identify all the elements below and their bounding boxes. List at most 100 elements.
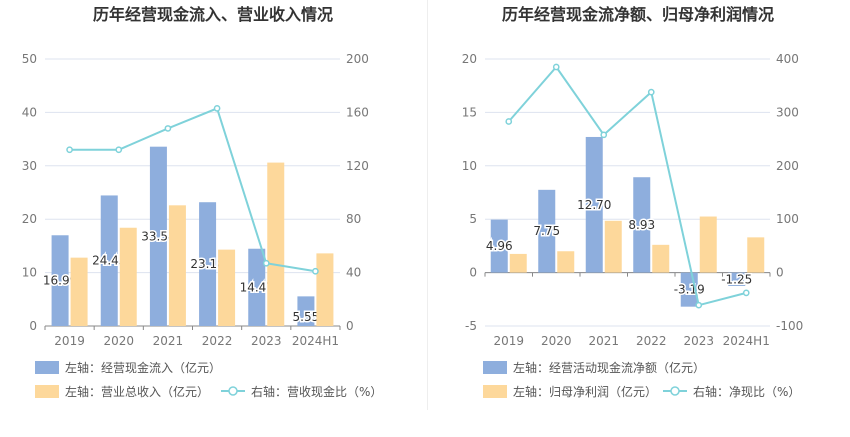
chart-title: 历年经营现金流净额、归母净利润情况 xyxy=(502,5,774,24)
legend-label: 左轴：归母净利润（亿元） xyxy=(513,384,657,399)
y-right-tick-label: 160 xyxy=(346,105,369,119)
panel-divider xyxy=(427,0,428,410)
chart-panel-2: 历年经营现金流净额、归母净利润情况 -5 -100 0 0 5 100 10 200 15 300 2… xyxy=(462,5,804,399)
y-left-tick-label: 50 xyxy=(22,52,37,66)
legend-swatch-bar-secondary xyxy=(35,385,59,398)
legend-label: 左轴：经营活动现金流净额（亿元） xyxy=(513,360,705,375)
y-right-tick-label: 400 xyxy=(776,52,799,66)
legend-swatch-bar-primary xyxy=(483,361,507,374)
x-tick-label: 2022 xyxy=(636,334,667,348)
y-right-tick-label: 100 xyxy=(776,212,799,226)
bar-primary xyxy=(248,248,266,326)
line-point xyxy=(600,131,608,139)
line-point xyxy=(742,289,750,297)
y-left-tick-label: -5 xyxy=(465,319,477,333)
bar-primary xyxy=(297,296,315,326)
line-point xyxy=(115,146,123,154)
bar-data-label: 4.96 xyxy=(486,239,513,253)
line-point xyxy=(164,125,172,132)
bar-primary xyxy=(633,177,651,273)
y-right-tick-label: 120 xyxy=(346,159,369,173)
y-left-tick-label: 0 xyxy=(29,319,37,333)
bar-secondary xyxy=(652,244,670,273)
bar-secondary xyxy=(70,257,88,326)
bar-secondary xyxy=(557,251,575,273)
y-right-tick-label: 300 xyxy=(776,105,799,119)
x-tick-label: 2022 xyxy=(202,334,233,348)
line-series xyxy=(507,65,747,307)
bar-data-label: 5.55 xyxy=(293,310,320,324)
y-left-tick-label: 10 xyxy=(22,266,37,280)
y-left-tick-label: 30 xyxy=(22,159,37,173)
line-point xyxy=(695,301,703,309)
bar-secondary xyxy=(509,253,527,273)
bar-secondary xyxy=(267,162,285,326)
y-left-tick-label: 15 xyxy=(462,105,477,119)
legend-swatch-line-marker xyxy=(228,386,238,396)
bar-secondary xyxy=(119,227,137,326)
y-right-tick-label: -100 xyxy=(776,319,803,333)
legend: 左轴：经营现金流入（亿元） 左轴：营业总收入（亿元） 右轴：营收现金比（%） xyxy=(35,360,382,399)
line-series xyxy=(69,107,316,273)
y-left-tick-label: 10 xyxy=(462,159,477,173)
bar-primary xyxy=(199,202,217,326)
bar-secondary xyxy=(699,216,717,273)
legend-swatch-bar-secondary xyxy=(483,385,507,398)
bar-data-label: 8.93 xyxy=(628,218,655,232)
x-tick-label: 2021 xyxy=(153,334,184,348)
bar-secondary xyxy=(747,237,765,273)
y-right-tick-label: 80 xyxy=(346,212,361,226)
bar-data-label: 12.70 xyxy=(577,198,611,212)
legend-label: 右轴：净现比（%） xyxy=(693,384,800,399)
y-left-tick-label: 40 xyxy=(22,105,37,119)
bar-data-label: -3.19 xyxy=(674,283,705,297)
line-point xyxy=(213,105,221,112)
bar-primary xyxy=(585,136,603,273)
y-right-tick-label: 40 xyxy=(346,266,361,280)
bar-secondary xyxy=(168,205,186,326)
bar-data-label: 33.58 xyxy=(141,229,175,243)
legend: 左轴：经营活动现金流净额（亿元） 左轴：归母净利润（亿元） 右轴：净现比（%） xyxy=(483,360,800,399)
y-left-tick-label: 20 xyxy=(462,52,477,66)
x-tick-label: 2020 xyxy=(103,334,134,348)
line-point xyxy=(66,146,73,154)
x-tick-label: 2023 xyxy=(251,334,282,348)
y-right-tick-label: 0 xyxy=(776,266,784,280)
bar-secondary xyxy=(218,249,236,326)
bar-primary xyxy=(490,219,508,273)
legend-label: 左轴：营业总收入（亿元） xyxy=(65,384,209,399)
bar-primary xyxy=(51,235,69,326)
x-tick-label: 2024H1 xyxy=(292,334,339,348)
legend-label: 右轴：营收现金比（%） xyxy=(251,384,382,399)
bar-data-label: 16.99 xyxy=(43,274,77,288)
y-right-tick-label: 200 xyxy=(776,159,799,173)
line-point xyxy=(647,88,655,96)
y-left-tick-label: 5 xyxy=(469,212,477,226)
x-tick-label: 2023 xyxy=(683,334,714,348)
y-right-tick-label: 0 xyxy=(346,319,354,333)
bar-data-label: 7.75 xyxy=(533,224,560,238)
bar-data-label: 23.18 xyxy=(190,257,224,271)
x-tick-label: 2019 xyxy=(54,334,85,348)
legend-swatch-bar-primary xyxy=(35,361,59,374)
x-tick-label: 2021 xyxy=(588,334,619,348)
bar-data-label: 14.47 xyxy=(240,280,274,294)
chart-panel-1: 历年经营现金流入、营业收入情况 0 0 10 40 20 80 30 120 40 160 50 200… xyxy=(22,5,383,399)
bar-primary xyxy=(538,189,556,273)
bar-primary xyxy=(100,195,118,326)
chart-title: 历年经营现金流入、营业收入情况 xyxy=(93,5,333,24)
x-tick-label: 2020 xyxy=(541,334,572,348)
bar-secondary xyxy=(316,253,334,326)
legend-label: 左轴：经营现金流入（亿元） xyxy=(65,360,221,375)
y-left-tick-label: 0 xyxy=(469,266,477,280)
bar-data-label: -1.25 xyxy=(721,272,752,286)
x-tick-label: 2019 xyxy=(493,334,524,348)
x-tick-label: 2024H1 xyxy=(723,334,770,348)
line-point xyxy=(262,259,270,267)
bar-secondary xyxy=(604,220,622,273)
bar-primary xyxy=(149,146,167,326)
line-point xyxy=(312,267,319,275)
line-point xyxy=(552,63,560,71)
line-point xyxy=(505,118,513,125)
